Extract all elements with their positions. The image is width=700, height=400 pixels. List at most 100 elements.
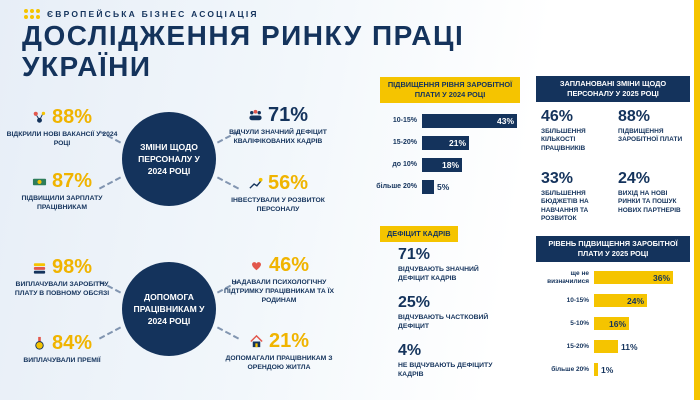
planned-2025-badge: ЗАПЛАНОВАНІ ЗМІНИ ЩОДО ПЕРСОНАЛУ У 2025 … xyxy=(536,76,690,102)
stat-label: ВІДКРИЛИ НОВІ ВАКАНСІЇ У 2024 РОЦІ xyxy=(6,131,118,147)
stat-number-row: 71% xyxy=(222,104,334,127)
chart-bar xyxy=(594,340,618,353)
chart-category-label: 5-10% xyxy=(570,319,589,327)
stat-value: 33% xyxy=(541,170,574,187)
stat-number-row: 21% xyxy=(222,330,336,353)
stat-label: ВИПЛАЧУВАЛИ ЗАРОБІТНУ ПЛАТУ В ПОВНОМУ ОБ… xyxy=(14,281,110,297)
stat-label: ВИПЛАЧУВАЛИ ПРЕМІЇ xyxy=(23,357,101,364)
right-accent-bar xyxy=(694,0,700,400)
stat-psych-support: 46% НАДАВАЛИ ПСИХОЛОГІЧНУ ПІДТРИМКУ ПРАЦ… xyxy=(222,254,336,305)
stat-value: 21% xyxy=(268,330,310,352)
logo-dot xyxy=(24,9,28,13)
chart-category-label: ще не визначилися xyxy=(547,270,589,285)
stat-label: ДОПОМАГАЛИ ПРАЦІВНИКАМ З ОРЕНДОЮ ЖИТЛА xyxy=(225,355,333,371)
salary-raise-icon xyxy=(32,174,47,189)
stat-staff-deficit-felt: 71% ВІДЧУЛИ ЗНАЧНИЙ ДЕФІЦИТ КВАЛІФІКОВАН… xyxy=(222,104,334,147)
stat-value: 46% xyxy=(268,254,310,276)
chart-bar xyxy=(594,363,598,376)
salary-2024-chart-title: ПІДВИЩЕННЯ РІВНЯ ЗАРОБІТНОЇ ПЛАТИ У 2024… xyxy=(380,77,520,103)
stat-number-row: 87% xyxy=(6,170,118,193)
deficit-stat-significant: 71% ВІДЧУВАЮТЬ ЗНАЧНИЙ ДЕФІЦИТ КАДРІВ xyxy=(398,246,508,284)
stat-value: 88% xyxy=(618,108,651,125)
house-icon xyxy=(249,334,264,349)
bonus-medal-icon xyxy=(32,336,47,351)
chart-bar: 16% xyxy=(594,317,629,330)
chart-row: 10-15% 43% xyxy=(374,110,517,132)
stat-label: ЗБІЛЬШЕННЯ БЮДЖЕТІВ НА НАВЧАННЯ ТА РОЗВИ… xyxy=(541,190,589,223)
chart-row: 15-20% 21% xyxy=(374,132,517,154)
stat-salary-raise: 87% ПІДВИЩИЛИ ЗАРПЛАТУ ПРАЦІВНИКАМ xyxy=(6,170,118,213)
chart-row: 10-15% 24% xyxy=(534,289,673,312)
deficit-stat-partial: 25% ВІДЧУВАЮТЬ ЧАСТКОВИЙ ДЕФІЦИТ xyxy=(398,294,508,332)
circle-help-2024: ДОПОМОГА ПРАЦІВНИКАМ У 2024 РОЦІ xyxy=(122,262,216,356)
page-title-line1: ДОСЛІДЖЕННЯ РИНКУ ПРАЦІ xyxy=(22,20,465,51)
circle-changes-2024-label: ЗМІНИ ЩОДО ПЕРСОНАЛУ У 2024 РОЦІ xyxy=(138,141,200,177)
salary-2025-chart: ще не визначилися 36% 10-15% 24% 5-10% 1… xyxy=(534,266,673,381)
stat-label: ІНВЕСТУВАЛИ У РОЗВИТОК ПЕРСОНАЛУ xyxy=(231,197,325,213)
new-vacancies-icon xyxy=(32,110,47,125)
growth-icon xyxy=(248,176,263,191)
stat-new-vacancies: 88% ВІДКРИЛИ НОВІ ВАКАНСІЇ У 2024 РОЦІ xyxy=(6,106,118,149)
stat-number-row: 98% xyxy=(6,256,118,279)
logo-dot xyxy=(30,15,34,19)
stat-number-row: 88% xyxy=(6,106,118,129)
logo-dot xyxy=(36,15,40,19)
chart-value-label: 11% xyxy=(621,341,638,352)
salary-2025-chart-title: РІВЕНЬ ПІДВИЩЕННЯ ЗАРОБІТНОЇ ПЛАТИ У 202… xyxy=(536,236,690,262)
stat-value: 24% xyxy=(618,170,651,187)
banknotes-icon xyxy=(32,260,47,275)
chart-row: більше 20% 5% xyxy=(374,176,517,198)
stat-value: 25% xyxy=(398,294,431,311)
chart-row: до 10% 18% xyxy=(374,154,517,176)
circle-changes-2024: ЗМІНИ ЩОДО ПЕРСОНАЛУ У 2024 РОЦІ xyxy=(122,112,216,206)
stat-value: 98% xyxy=(51,256,93,278)
support-heart-icon xyxy=(249,258,264,273)
chart-value-label: 36% xyxy=(652,272,670,283)
chart-row: 5-10% 16% xyxy=(534,312,673,335)
page-title: ДОСЛІДЖЕННЯ РИНКУ ПРАЦІ УКРАЇНИ xyxy=(22,20,464,83)
stat-value: 71% xyxy=(398,246,431,263)
chart-bar: 43% xyxy=(422,114,517,128)
planned-stat-markets: 24% ВИХІД НА НОВІ РИНКИ ТА ПОШУК НОВИХ П… xyxy=(618,170,690,215)
chart-bar: 21% xyxy=(422,136,469,150)
stat-value: 88% xyxy=(51,106,93,128)
stat-label: ЗБІЛЬШЕННЯ КІЛЬКОСТІ ПРАЦІВНИКІВ xyxy=(541,128,586,152)
logo-dot xyxy=(36,9,40,13)
stat-value: 71% xyxy=(267,104,309,126)
chart-category-label: 15-20% xyxy=(566,342,589,350)
stat-housing-help: 21% ДОПОМАГАЛИ ПРАЦІВНИКАМ З ОРЕНДОЮ ЖИТ… xyxy=(222,330,336,373)
chart-bar: 18% xyxy=(422,158,462,172)
eba-logo-dots xyxy=(24,9,40,19)
logo-dot xyxy=(24,15,28,19)
logo-dot xyxy=(30,9,34,13)
stat-label: НАДАВАЛИ ПСИХОЛОГІЧНУ ПІДТРИМКУ ПРАЦІВНИ… xyxy=(223,279,335,304)
chart-row: 15-20% 11% xyxy=(534,335,673,358)
stat-full-salary: 98% ВИПЛАЧУВАЛИ ЗАРОБІТНУ ПЛАТУ В ПОВНОМ… xyxy=(6,256,118,299)
stat-number-row: 46% xyxy=(222,254,336,277)
chart-category-label: 10-15% xyxy=(566,296,589,304)
org-name: ЄВРОПЕЙСЬКА БІЗНЕС АСОЦІАЦІЯ xyxy=(47,9,259,19)
chart-value-label: 24% xyxy=(626,295,644,306)
chart-bar: 36% xyxy=(594,271,673,284)
stat-value: 4% xyxy=(398,342,422,359)
stat-value: 56% xyxy=(267,172,309,194)
chart-value-label: 43% xyxy=(496,116,514,126)
planned-stat-salary: 88% ПІДВИЩЕННЯ ЗАРОБІТНОЇ ПЛАТИ xyxy=(618,108,690,145)
chart-value-label: 21% xyxy=(448,138,466,148)
planned-stat-headcount: 46% ЗБІЛЬШЕННЯ КІЛЬКОСТІ ПРАЦІВНИКІВ xyxy=(541,108,613,153)
chart-row: ще не визначилися 36% xyxy=(534,266,673,289)
chart-category-label: більше 20% xyxy=(551,365,589,373)
chart-category-label: 15-20% xyxy=(392,138,417,146)
chart-category-label: більше 20% xyxy=(376,182,417,190)
stat-number-row: 56% xyxy=(222,172,334,195)
stat-bonuses: 84% ВИПЛАЧУВАЛИ ПРЕМІЇ xyxy=(6,332,118,366)
stat-value: 84% xyxy=(51,332,93,354)
planned-stat-training: 33% ЗБІЛЬШЕННЯ БЮДЖЕТІВ НА НАВЧАННЯ ТА Р… xyxy=(541,170,613,224)
stat-value: 87% xyxy=(51,170,93,192)
chart-value-label: 5% xyxy=(437,182,450,192)
stat-label: ПІДВИЩИЛИ ЗАРПЛАТУ ПРАЦІВНИКАМ xyxy=(21,195,103,211)
deficit-stat-none: 4% НЕ ВІДЧУВАЮТЬ ДЕФІЦИТУ КАДРІВ xyxy=(398,342,508,380)
staff-group-icon xyxy=(248,108,263,123)
deficit-badge: ДЕФІЦИТ КАДРІВ xyxy=(380,226,458,242)
